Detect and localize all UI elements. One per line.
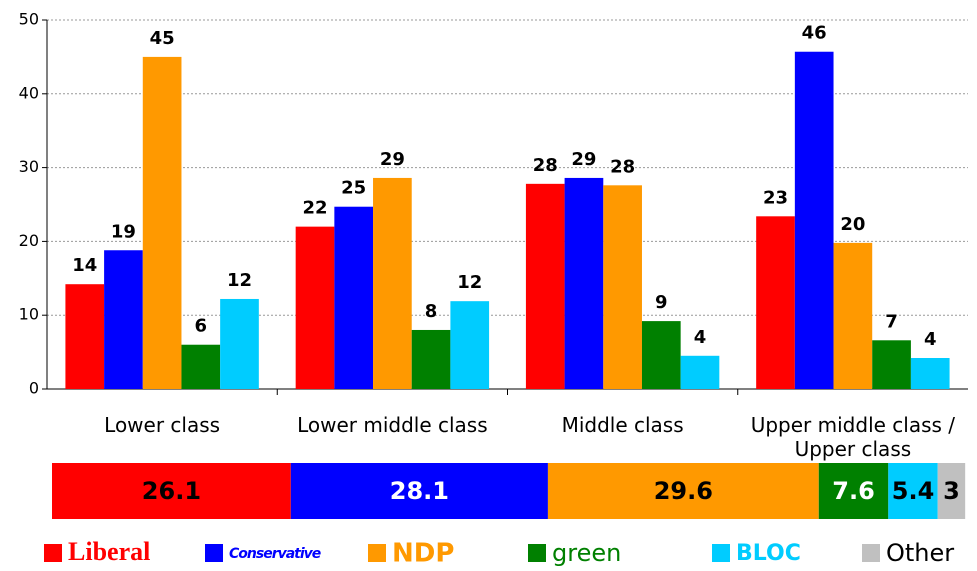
y-tick-label: 50 <box>19 10 39 29</box>
bar <box>603 185 642 389</box>
legend-label: NDP <box>392 539 454 569</box>
data-label: 7.6 <box>832 477 875 505</box>
legend-swatch <box>44 544 62 562</box>
bar <box>295 226 335 389</box>
data-label: 25 <box>341 178 366 199</box>
legend-label: Other <box>886 539 954 567</box>
legend-swatch <box>862 544 880 562</box>
bar <box>680 355 720 389</box>
bar <box>142 56 182 390</box>
bar <box>104 250 143 389</box>
bar <box>220 298 259 389</box>
bar-segment <box>290 463 548 519</box>
bar-segment <box>937 463 966 519</box>
data-label: 12 <box>227 270 252 291</box>
y-tick-label: 10 <box>19 305 39 324</box>
bar-segment <box>888 463 938 519</box>
bar <box>525 183 565 389</box>
data-label: 28 <box>610 156 635 177</box>
bar <box>641 321 681 389</box>
legend-swatch <box>528 544 546 562</box>
data-label: 23 <box>763 187 788 208</box>
bar <box>756 216 795 389</box>
x-tick-label: Upper middle class / Upper class <box>750 413 956 461</box>
bar <box>872 340 911 389</box>
data-label: 29 <box>571 149 596 170</box>
bar-segment <box>547 463 819 519</box>
data-label: 8 <box>425 301 438 322</box>
bar-segment <box>52 463 291 519</box>
data-label: 26.1 <box>142 477 201 505</box>
data-label: 4 <box>924 329 937 350</box>
legend-label: Conservative <box>229 546 321 562</box>
data-label: 22 <box>302 198 327 219</box>
bar <box>334 206 374 389</box>
data-label: 28.1 <box>390 477 449 505</box>
legend-swatch <box>712 544 730 562</box>
bar <box>794 51 834 389</box>
y-tick-label: 40 <box>19 83 39 102</box>
legend-label: Liberal <box>68 537 150 566</box>
data-label: 45 <box>150 28 175 49</box>
data-label: 12 <box>457 272 482 293</box>
bar <box>181 344 221 389</box>
data-label: 29.6 <box>654 477 713 505</box>
legend-label: BLOC <box>736 541 801 566</box>
data-label: 5.4 <box>892 477 935 505</box>
x-tick-label: Lower class <box>104 413 221 437</box>
data-label: 20 <box>840 214 865 235</box>
bar <box>65 284 105 389</box>
bar <box>450 301 490 389</box>
data-label: 46 <box>802 23 827 44</box>
data-label: 29 <box>380 149 405 170</box>
y-tick-label: 0 <box>29 379 39 398</box>
data-label: 28 <box>533 155 558 176</box>
legend-swatch <box>368 544 386 562</box>
bar <box>373 177 412 389</box>
data-label: 19 <box>111 221 136 242</box>
bar <box>833 242 873 389</box>
bar <box>564 177 604 389</box>
data-label: 6 <box>195 316 208 337</box>
data-label: 7 <box>885 311 898 332</box>
data-label: 14 <box>72 255 97 276</box>
y-tick-label: 20 <box>19 231 39 250</box>
x-tick-label: Lower middle class <box>297 413 488 437</box>
bar-segment <box>818 463 889 519</box>
x-tick-label: Middle class <box>561 413 684 437</box>
bar <box>411 329 451 389</box>
bar <box>910 358 950 389</box>
y-tick-label: 30 <box>19 157 39 176</box>
legend-label: green <box>552 539 621 567</box>
data-label: 3 <box>943 477 960 505</box>
data-label: 9 <box>655 292 668 313</box>
legend-swatch <box>205 544 223 562</box>
data-label: 4 <box>694 327 707 348</box>
